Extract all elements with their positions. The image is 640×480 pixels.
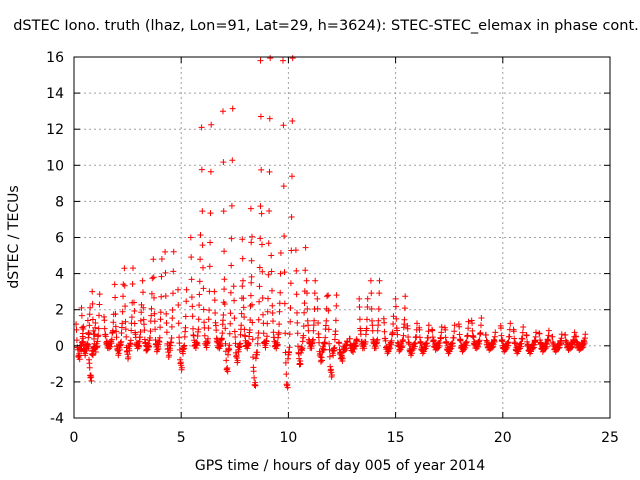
x-tick-label: 10 (279, 430, 297, 446)
y-tick-label: 8 (55, 194, 64, 210)
x-tick-label: 5 (177, 430, 186, 446)
y-tick-label: 14 (46, 86, 64, 102)
y-tick-label: 6 (55, 231, 64, 247)
chart-title: dSTEC Iono. truth (lhaz, Lon=91, Lat=29,… (13, 18, 639, 34)
x-tick-label: 25 (601, 430, 619, 446)
y-tick-label: -4 (50, 411, 64, 427)
y-tick-label: 2 (55, 303, 64, 319)
y-tick-label: 0 (55, 339, 64, 355)
data-points (73, 55, 589, 391)
x-axis-ticks: 0 5 10 15 20 25 (70, 57, 619, 446)
y-tick-label: 10 (46, 158, 64, 174)
x-tick-label: 20 (494, 430, 512, 446)
y-axis-label: dSTEC / TECUs (6, 185, 22, 288)
x-tick-label: 0 (70, 430, 79, 446)
y-axis-ticks: -4 -2 0 2 4 6 8 10 12 14 16 (46, 50, 610, 427)
x-tick-label: 15 (387, 430, 405, 446)
dstec-markers (73, 55, 589, 391)
y-tick-label: 16 (46, 50, 64, 66)
y-tick-label: 4 (55, 267, 64, 283)
x-axis-label: GPS time / hours of day 005 of year 2014 (195, 458, 485, 474)
y-tick-label: -2 (50, 375, 64, 391)
y-tick-label: 12 (46, 122, 64, 138)
